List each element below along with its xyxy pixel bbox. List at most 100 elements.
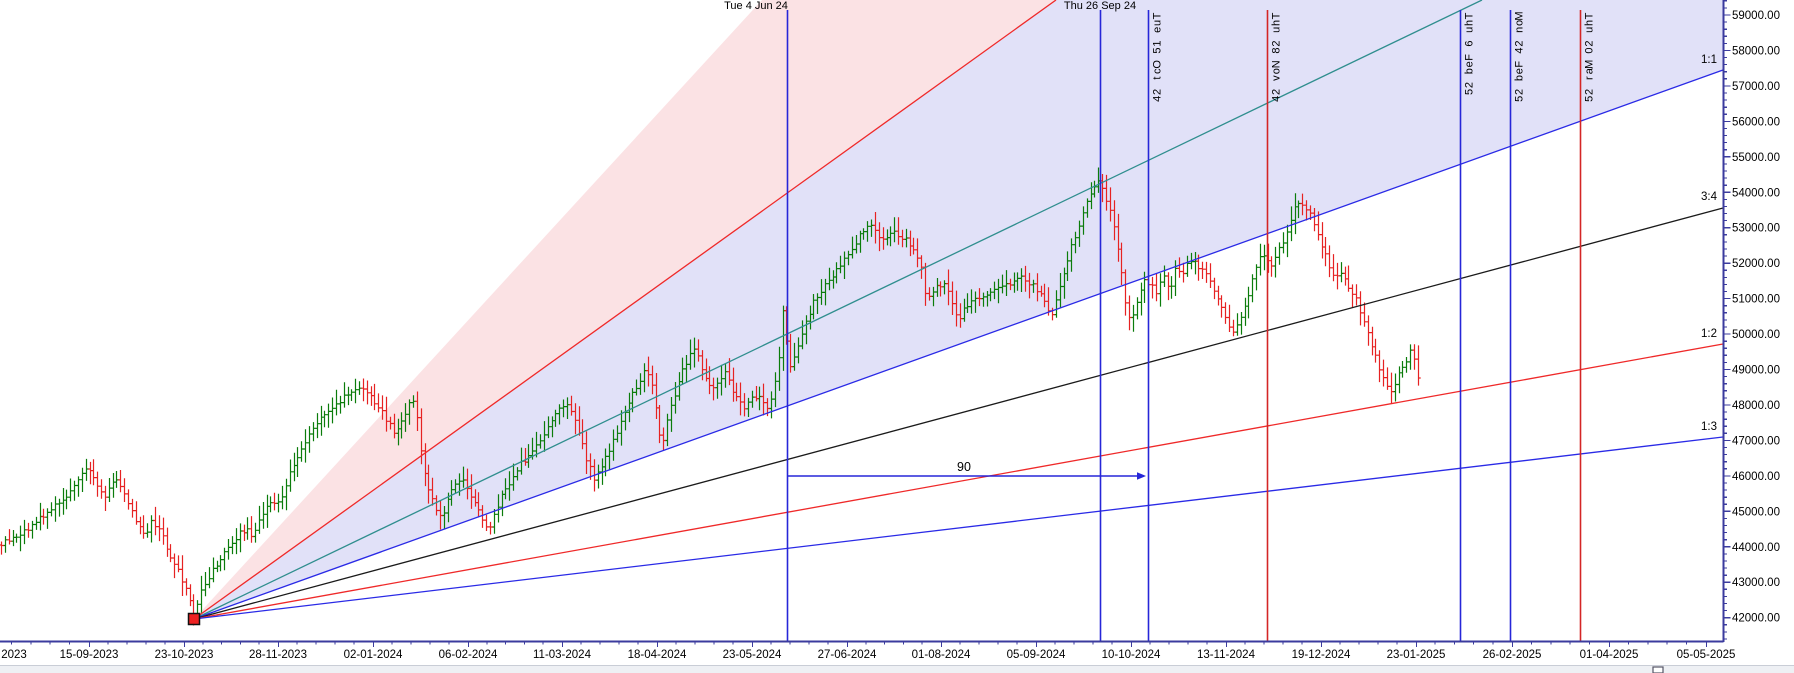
price-axis-label: 42000.00 [1732,613,1780,625]
time-axis-label: 23-10-2023 [155,649,214,661]
date-line-label: 2 [1584,41,1596,47]
date-line-label: 2 [1271,41,1283,47]
time-axis-label: 18-04-2024 [628,649,687,661]
gann-line-1:3[interactable] [193,436,1724,620]
gann-line-2:1[interactable] [193,0,1057,620]
ohlc-bars [0,167,1421,626]
gann-ratio-label: 1:3 [1701,421,1717,433]
date-line-label: 0 [1584,47,1596,53]
price-axis-label: 53000.00 [1732,223,1780,235]
date-line-label: e [1514,68,1526,74]
time-axis-label: 23-01-2025 [1387,649,1446,661]
date-line-label: c [1152,68,1164,74]
cycle-arrow-label: 90 [957,460,971,474]
date-line-label: 8 [1271,47,1283,53]
price-axis-label: 45000.00 [1732,506,1780,518]
gann-line-1:2[interactable] [193,343,1724,620]
ohlc-bars-up [3,167,1413,621]
date-line-label: e [1152,27,1164,33]
price-axis-label: 59000.00 [1732,10,1780,22]
cycle-arrow-90[interactable]: 90 [787,460,1146,480]
date-line-label: r [1584,76,1596,80]
date-line-label: T [1584,12,1596,19]
price-axis-label: 47000.00 [1732,435,1780,447]
price-axis-label: 55000.00 [1732,152,1780,164]
date-line-label: 2 [1514,41,1526,47]
date-lines: Tue 4 Jun 24 Thu 26 Sep 24Tue15Oct24Thu28… [724,0,1596,641]
arrowhead-icon [1137,472,1146,480]
price-axis-label: 52000.00 [1732,258,1780,270]
date-line-label: 1 [1152,41,1164,47]
gann-line-1:1[interactable] [193,69,1724,620]
date-line-label: e [1464,61,1476,67]
status-strip-bg [0,666,1794,673]
time-axis-label: 06-02-2024 [439,649,498,661]
date-line-label: 4 [1152,96,1164,102]
ohlc-bars-down [0,174,1421,626]
time-axis-label: 27-06-2024 [818,649,877,661]
time-axis-label: 19-12-2024 [1292,649,1351,661]
gann-origin-handle[interactable] [187,612,201,626]
resize-handle-icon[interactable] [1652,666,1664,673]
date-line-label: 5 [1464,89,1476,95]
date-line-label: 4 [1514,47,1526,53]
date-line-label: 2 [1514,89,1526,95]
gann-ratio-label: 3:4 [1701,191,1718,203]
date-line-label: u [1464,27,1476,33]
price-axis-label: 56000.00 [1732,116,1780,128]
date-line-label: T [1152,12,1164,19]
date-line-label: Thu 26 Sep 24 [1064,0,1136,12]
date-line-label: M [1584,60,1596,69]
price-axis-label: 51000.00 [1732,294,1780,306]
date-line-label: M [1514,11,1526,20]
time-axis-label: 13-11-2024 [1197,649,1256,661]
price-axis-label: 48000.00 [1732,400,1780,412]
time-axis-label: 2023 [1,649,27,661]
date-line-label: T [1271,12,1283,19]
date-line-label: 5 [1514,96,1526,102]
date-line-label: t [1152,77,1164,80]
date-line-label: u [1271,27,1283,33]
price-axis-label: 50000.00 [1732,329,1780,341]
gann-ratio-label: 1:1 [1701,54,1717,66]
date-line-label: h [1271,20,1283,26]
time-axis-label: 05-05-2025 [1677,649,1736,661]
time-axis-label: 02-01-2024 [344,649,403,661]
time-axis-label: 10-10-2024 [1102,649,1161,661]
time-axis-label: 11-03-2024 [533,649,592,661]
time-axis-label: 15-09-2023 [60,649,119,661]
gann-ratio-label: 1:2 [1701,328,1717,340]
date-line-label: u [1152,20,1164,26]
time-axis-label: 26-02-2025 [1483,649,1542,661]
date-line-label: F [1464,54,1476,61]
date-line-label: n [1514,27,1526,33]
date-line-label: 5 [1584,96,1596,102]
gann-line-3:4[interactable] [193,207,1724,620]
time-axis-label: 05-09-2024 [1007,649,1066,661]
date-line-label: b [1464,68,1476,74]
date-line-label: 2 [1152,89,1164,95]
axes: 59000.00 58000.00 57000.00 56000.00 55000.00… [0,0,1780,661]
price-axis-label: 46000.00 [1732,471,1780,483]
date-line-label: 5 [1152,47,1164,53]
time-axis-label: 23-05-2024 [723,649,782,661]
price-axis-label: 44000.00 [1732,542,1780,554]
date-line-label: o [1514,20,1526,26]
date-line-label: b [1514,75,1526,81]
time-axis-label: 01-08-2024 [912,649,971,661]
fan-zone-2-1-to-1-1 [194,0,1723,619]
gann-fan-zones [194,0,1723,619]
date-line-label: 2 [1271,89,1283,95]
price-axis-label: 58000.00 [1732,45,1780,57]
date-line-label: h [1584,20,1596,26]
date-line-label: N [1271,60,1283,68]
date-line-label: h [1464,20,1476,26]
date-line-label: v [1271,75,1283,81]
date-line-label: F [1514,61,1526,68]
date-line-label: T [1464,12,1476,19]
time-axis-label: 01-04-2025 [1580,649,1639,661]
date-line-label: Tue 4 Jun 24 [724,0,788,12]
price-axis-label: 49000.00 [1732,365,1780,377]
